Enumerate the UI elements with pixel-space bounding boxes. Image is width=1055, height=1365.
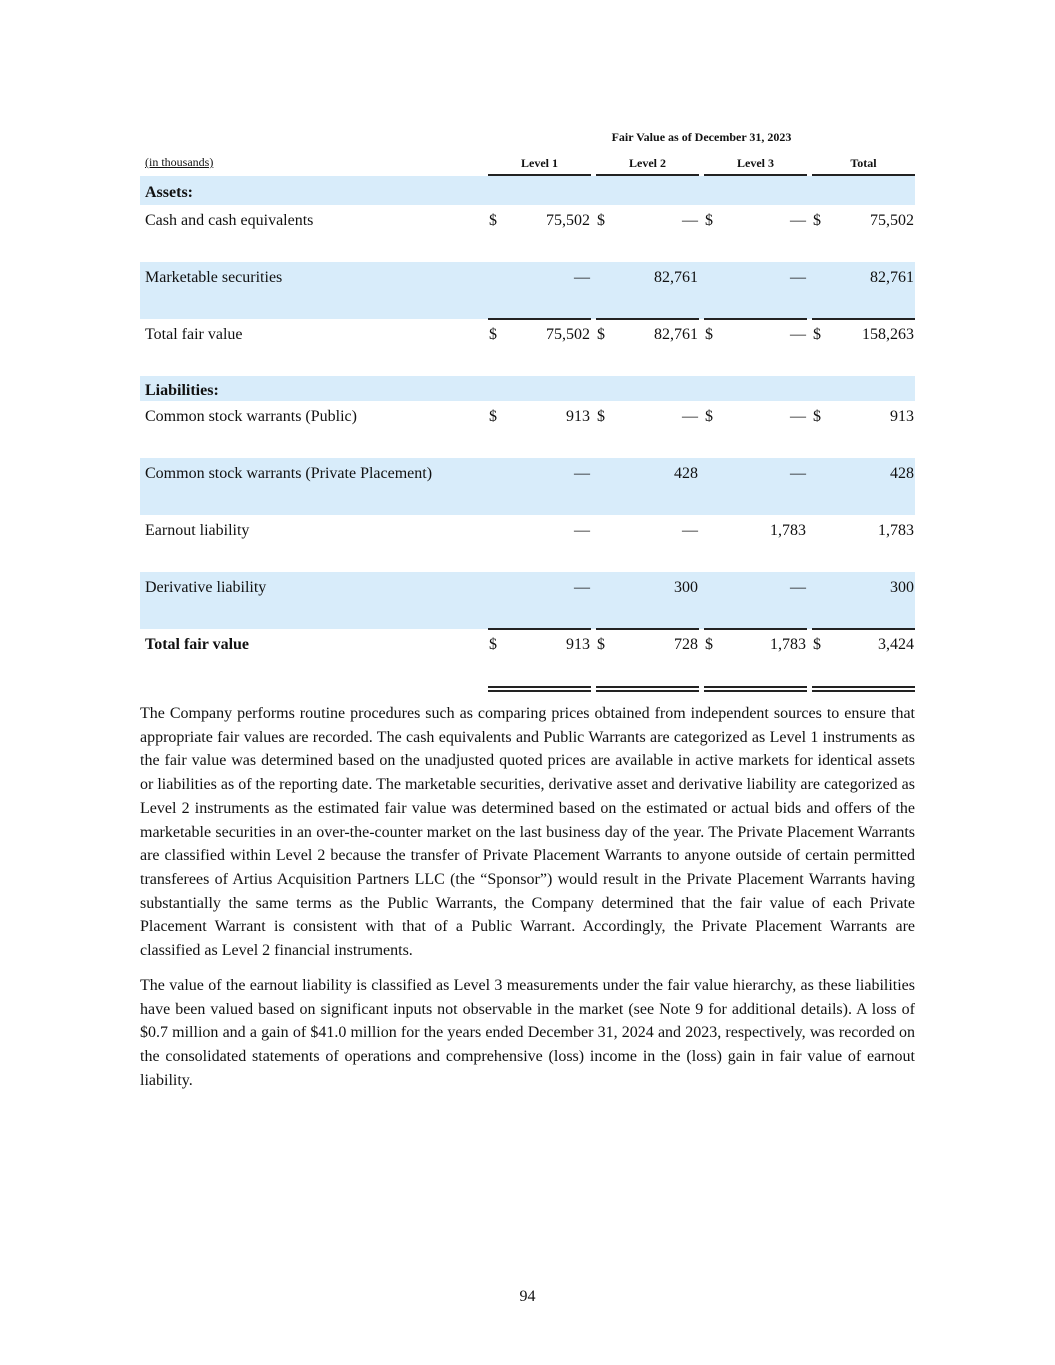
cell-value: 3,424	[878, 636, 914, 653]
currency: $	[489, 212, 497, 229]
currency: $	[705, 212, 713, 229]
total-rule	[488, 628, 591, 630]
cell-value: —	[790, 212, 806, 229]
cell-value: —	[790, 326, 806, 343]
row-label: Cash and cash equivalents	[145, 212, 314, 229]
cell-value: 300	[674, 579, 698, 596]
cell-value: —	[682, 408, 698, 425]
row-label: Derivative liability	[145, 579, 267, 596]
row-label: Total fair value	[145, 326, 243, 343]
cell-value: 82,761	[654, 269, 698, 286]
currency: $	[597, 326, 605, 343]
cell-value: —	[574, 269, 590, 286]
cell-value: 75,502	[870, 212, 914, 229]
cell-value: —	[790, 579, 806, 596]
cell-value: —	[790, 465, 806, 482]
unit-label: (in thousands)	[145, 155, 214, 169]
total-rule	[704, 318, 807, 320]
row-band	[140, 376, 915, 401]
total-rule	[812, 628, 915, 630]
currency: $	[813, 212, 821, 229]
row-label: Common stock warrants (Public)	[145, 408, 357, 425]
paragraph: The Company performs routine procedures …	[140, 705, 915, 960]
column-header: Level 1	[521, 156, 558, 170]
row-band	[140, 262, 915, 319]
total-rule	[812, 318, 915, 320]
currency: $	[705, 636, 713, 653]
row-band	[140, 176, 915, 205]
cell-value: —	[682, 212, 698, 229]
cell-value: 1,783	[770, 522, 806, 539]
row-label: Marketable securities	[145, 269, 283, 286]
double-rule	[488, 686, 591, 688]
paragraph: The value of the earnout liability is cl…	[140, 977, 915, 1089]
column-header: Level 2	[629, 156, 666, 170]
currency: $	[597, 212, 605, 229]
currency: $	[813, 408, 821, 425]
total-rule	[596, 318, 699, 320]
row-band	[140, 458, 915, 515]
cell-value: 75,502	[546, 212, 590, 229]
cell-value: 913	[566, 408, 590, 425]
double-rule	[596, 686, 699, 688]
total-rule	[704, 628, 807, 630]
currency: $	[489, 636, 497, 653]
double-rule	[704, 690, 807, 692]
cell-value: 82,761	[870, 269, 914, 286]
cell-value: —	[790, 269, 806, 286]
cell-value: 75,502	[546, 326, 590, 343]
cell-value: —	[682, 522, 698, 539]
cell-value: 428	[890, 465, 914, 482]
cell-value: 1,783	[770, 636, 806, 653]
cell-value: 913	[890, 408, 914, 425]
cell-value: —	[790, 408, 806, 425]
cell-value: 728	[674, 636, 698, 653]
cell-value: —	[574, 522, 590, 539]
currency: $	[597, 636, 605, 653]
currency: $	[705, 408, 713, 425]
total-rule	[596, 628, 699, 630]
column-header: Level 3	[737, 156, 774, 170]
cell-value: 300	[890, 579, 914, 596]
row-band	[140, 572, 915, 629]
double-rule	[812, 686, 915, 688]
column-header: Total	[850, 156, 877, 170]
cell-value: 1,783	[878, 522, 914, 539]
double-rule	[704, 686, 807, 688]
currency: $	[489, 408, 497, 425]
header-rule	[596, 174, 699, 176]
row-label: Total fair value	[145, 636, 250, 653]
table-super-header: Fair Value as of December 31, 2023	[611, 130, 792, 144]
section-label: Assets:	[145, 183, 193, 201]
double-rule	[812, 690, 915, 692]
header-rule	[704, 174, 807, 176]
total-rule	[488, 318, 591, 320]
row-label: Common stock warrants (Private Placement…	[145, 465, 433, 482]
double-rule	[488, 690, 591, 692]
header-rule	[488, 174, 591, 176]
section-label: Liabilities:	[145, 381, 219, 399]
cell-value: 428	[674, 465, 698, 482]
row-label: Earnout liability	[145, 522, 250, 539]
cell-value: 82,761	[654, 326, 698, 343]
currency: $	[597, 408, 605, 425]
cell-value: —	[574, 579, 590, 596]
currency: $	[489, 326, 497, 343]
currency: $	[813, 326, 821, 343]
header-rule	[812, 174, 915, 176]
page-number: 94	[519, 1288, 536, 1305]
currency: $	[705, 326, 713, 343]
currency: $	[813, 636, 821, 653]
cell-value: 158,263	[862, 326, 914, 343]
cell-value: —	[574, 465, 590, 482]
cell-value: 913	[566, 636, 590, 653]
double-rule	[596, 690, 699, 692]
